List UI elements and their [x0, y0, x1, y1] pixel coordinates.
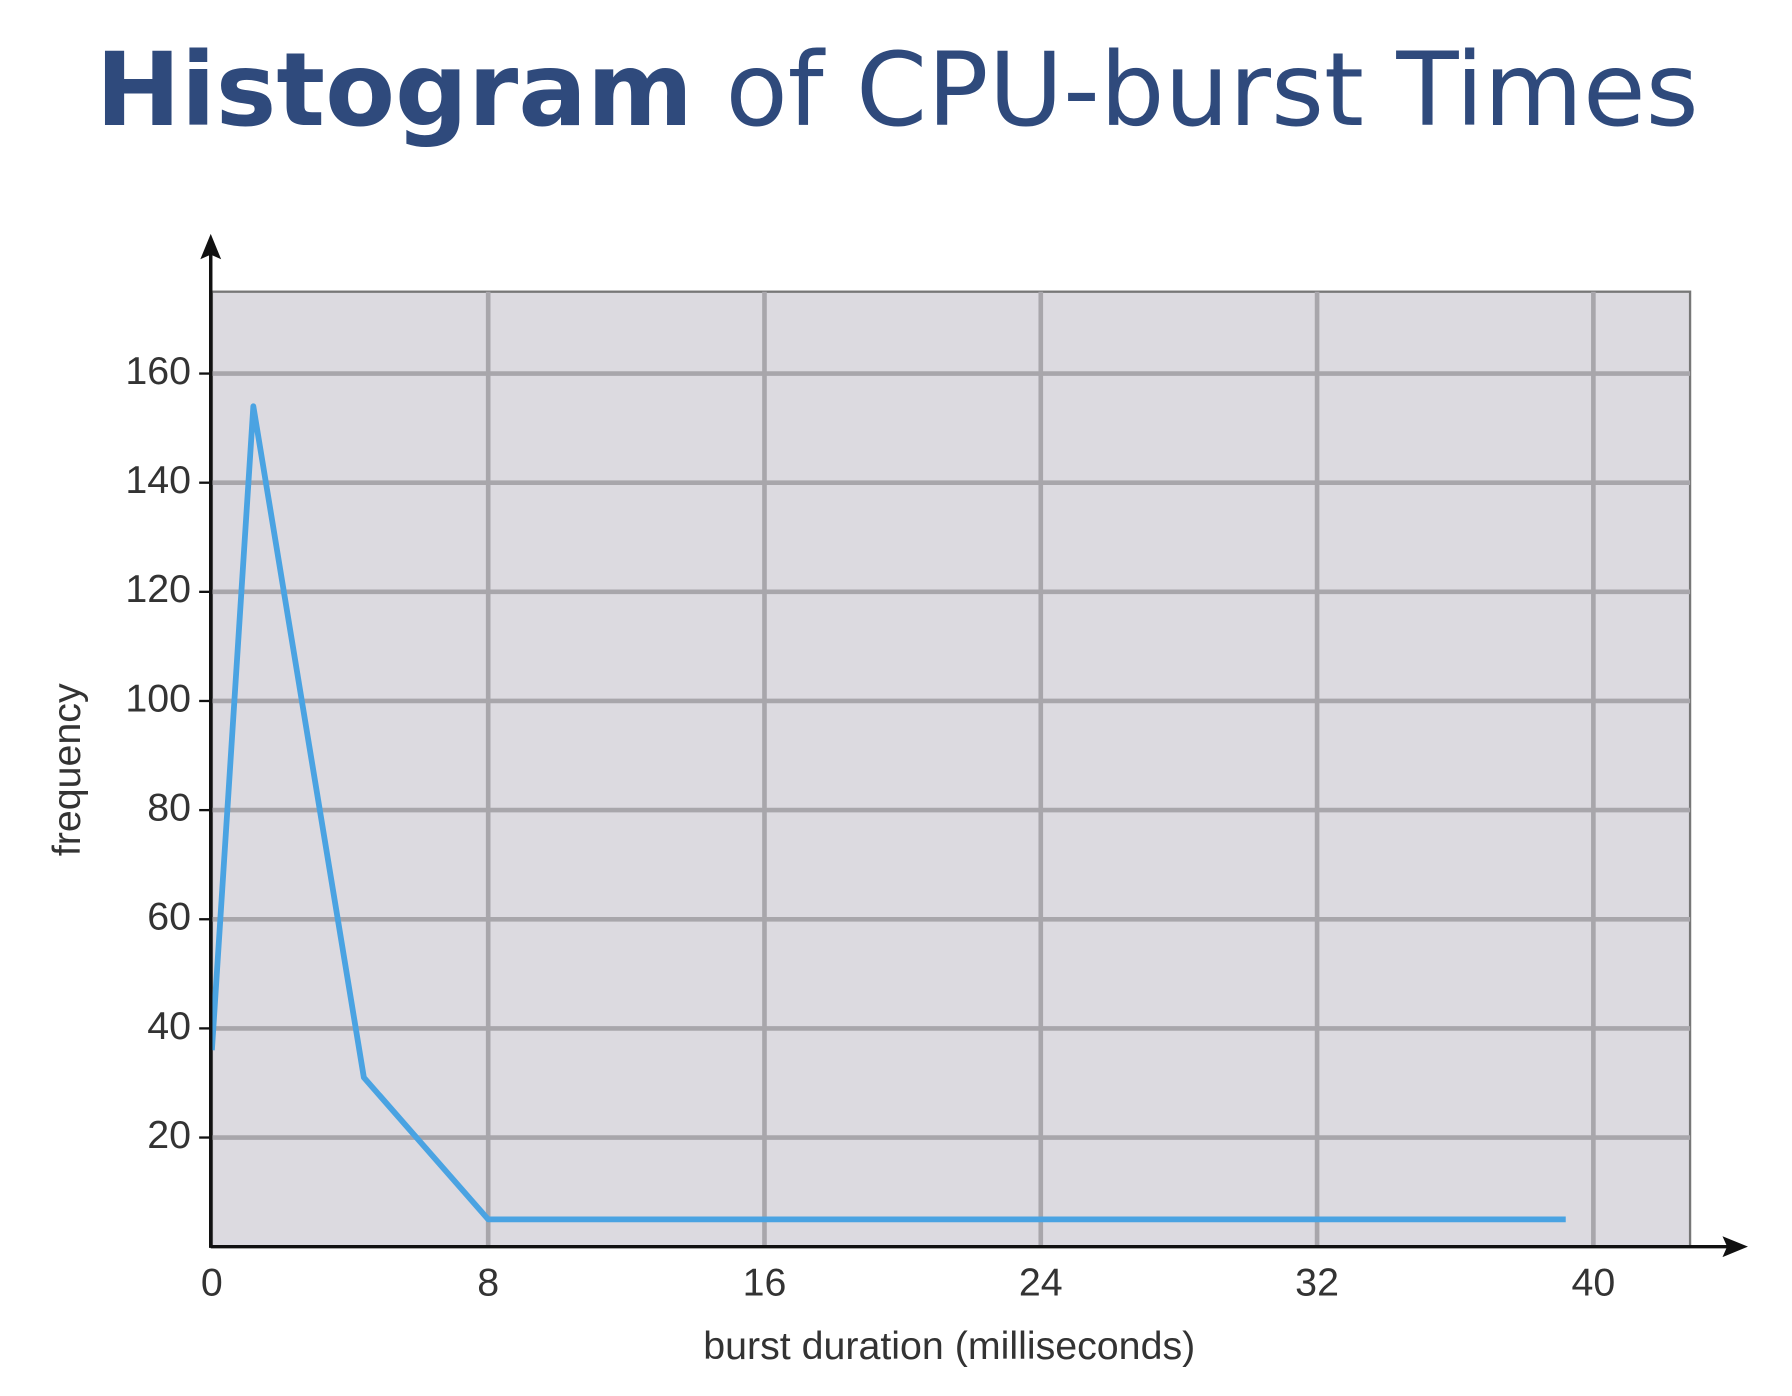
x-tick-label: 16 [743, 1260, 787, 1304]
x-tick-label: 0 [201, 1260, 223, 1304]
y-axis-label: frequency [45, 683, 89, 856]
x-tick-label: 24 [1019, 1260, 1063, 1304]
grid [211, 291, 1691, 1247]
x-tick-label: 32 [1295, 1260, 1339, 1304]
series-line [209, 403, 1566, 1223]
x-axis-label: burst duration (milliseconds) [703, 1324, 1195, 1368]
chart-title: Histogram of CPU-burst Times [96, 31, 1699, 150]
y-tick-label: 160 [125, 349, 191, 393]
y-tick-label: 40 [147, 1004, 191, 1048]
marks [209, 403, 1566, 1223]
title-rest: of CPU-burst Times [725, 31, 1698, 150]
x-tick-label: 8 [477, 1260, 499, 1304]
title-bold: Histogram [96, 31, 693, 150]
y-tick-label: 60 [147, 895, 191, 939]
x-arrow [1722, 1236, 1748, 1258]
y-tick-label: 80 [147, 786, 191, 830]
y-tick-label: 120 [125, 567, 191, 611]
y-arrow [200, 233, 222, 260]
y-tick-label: 100 [125, 676, 191, 720]
plot-area [210, 290, 1692, 1248]
x-tick-label: 40 [1571, 1260, 1615, 1304]
y-tick-label: 20 [147, 1113, 191, 1157]
y-tick-label: 140 [125, 458, 191, 502]
